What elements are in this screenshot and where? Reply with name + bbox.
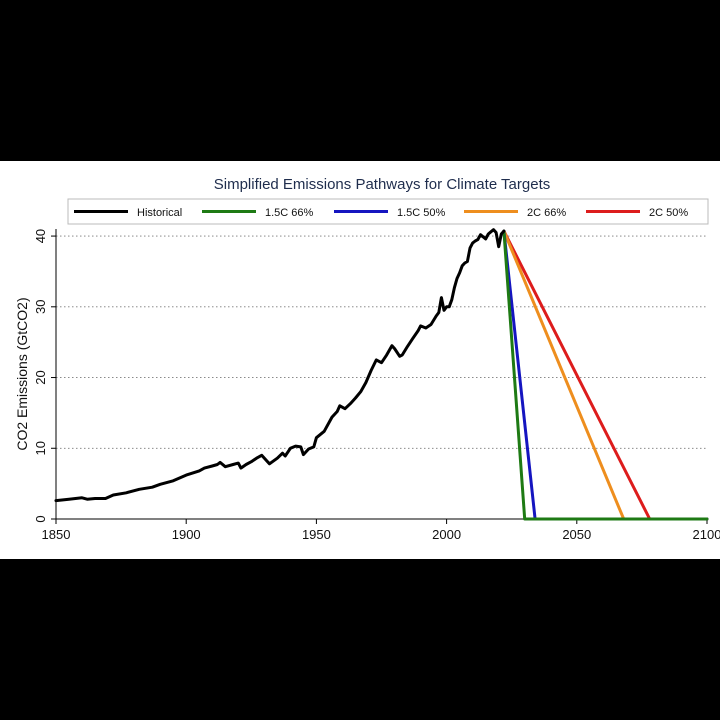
legend-label: 1.5C 66% bbox=[265, 207, 314, 219]
grid bbox=[56, 235, 707, 449]
series-line-historical bbox=[54, 228, 506, 503]
axes: 0 10 20 30 40 1850 1900 1950 2000 2050 2100 bbox=[33, 229, 720, 542]
chart-panel: Simplified Emissions Pathways for Climat… bbox=[0, 161, 720, 559]
legend-label: 2C 50% bbox=[649, 207, 688, 219]
y-tick-label: 20 bbox=[33, 370, 48, 384]
emissions-chart: Simplified Emissions Pathways for Climat… bbox=[14, 176, 720, 542]
y-tick-label: 40 bbox=[33, 229, 48, 243]
x-tick-label: 1950 bbox=[302, 527, 331, 542]
legend-label: Historical bbox=[137, 207, 182, 219]
chart-title: Simplified Emissions Pathways for Climat… bbox=[214, 176, 551, 193]
x-tick-label: 2100 bbox=[693, 527, 720, 542]
x-tick-label: 1850 bbox=[42, 527, 71, 542]
x-tick-label: 2050 bbox=[562, 527, 591, 542]
x-tick-label: 2000 bbox=[432, 527, 461, 542]
legend-label: 2C 66% bbox=[527, 207, 566, 219]
x-tick-label: 1900 bbox=[172, 527, 201, 542]
y-tick-label: 10 bbox=[33, 441, 48, 455]
series-group bbox=[54, 228, 709, 521]
series-line-1-5c-66- bbox=[502, 229, 709, 521]
legend-label: 1.5C 50% bbox=[397, 207, 446, 219]
series-line-2c-66- bbox=[502, 229, 709, 521]
y-tick-label: 0 bbox=[33, 515, 48, 522]
legend: Historical 1.5C 66% 1.5C 50% 2C 66% 2C 50% bbox=[67, 198, 709, 225]
y-tick-label: 30 bbox=[33, 300, 48, 314]
y-axis-title: CO2 Emissions (GtCO2) bbox=[14, 297, 30, 450]
